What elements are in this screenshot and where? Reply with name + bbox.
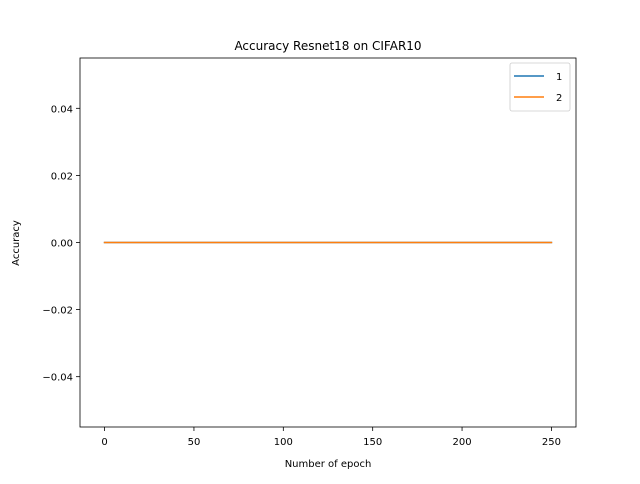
y-tick-label: 0.00 <box>51 239 73 250</box>
y-tick-label: −0.02 <box>42 306 73 317</box>
legend: 12 <box>509 62 571 112</box>
legend-items: 12 <box>514 72 562 104</box>
chart-title: Accuracy Resnet18 on CIFAR10 <box>234 39 421 53</box>
x-axis-label: Number of epoch <box>285 459 372 470</box>
y-tick-label: 0.02 <box>51 171 73 182</box>
x-tick-label: 250 <box>542 437 561 448</box>
y-axis-label: Accuracy <box>11 220 22 266</box>
legend-label-1: 1 <box>556 72 562 83</box>
y-tick-label: −0.04 <box>42 373 73 384</box>
x-tick-label: 0 <box>101 437 107 448</box>
x-tick-label: 100 <box>274 437 293 448</box>
x-tick-label: 50 <box>188 437 201 448</box>
legend-box <box>509 62 571 112</box>
x-tick-label: 150 <box>363 437 382 448</box>
y-axis: −0.04 −0.02 0.00 0.02 0.04 <box>42 104 80 384</box>
x-axis: 0 50 100 150 200 250 <box>101 427 561 448</box>
x-tick-label: 200 <box>453 437 472 448</box>
legend-label-2: 2 <box>556 93 562 104</box>
y-tick-label: 0.04 <box>51 104 73 115</box>
